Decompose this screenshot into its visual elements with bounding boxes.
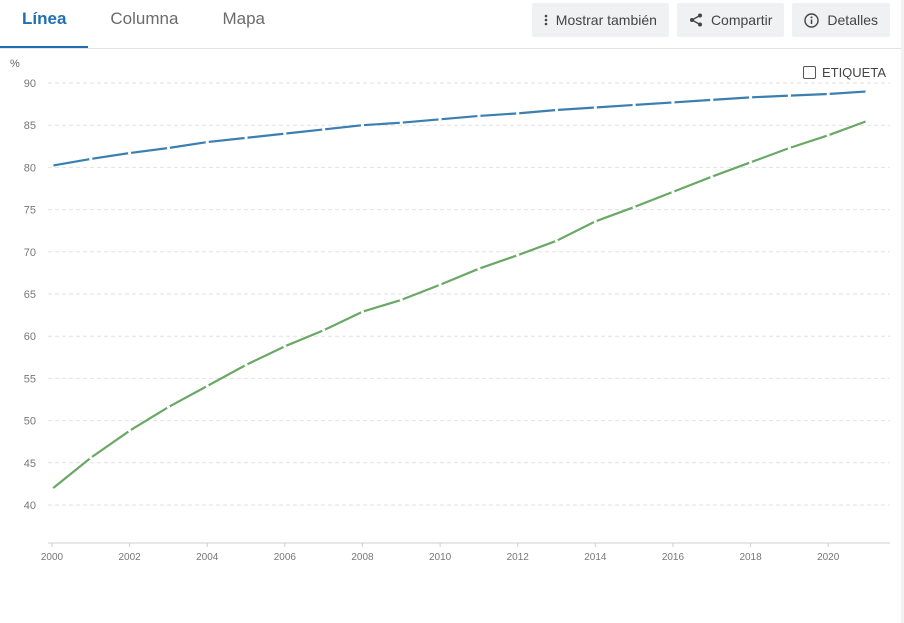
data-point xyxy=(593,219,597,224)
data-point xyxy=(322,127,326,132)
y-tick-label: 65 xyxy=(24,289,36,301)
data-point xyxy=(710,175,714,179)
data-point xyxy=(787,94,791,98)
share-label: Compartir xyxy=(710,12,773,28)
y-axis-unit-label: % xyxy=(10,58,20,70)
vertical-dots-icon xyxy=(544,14,548,26)
data-point xyxy=(166,146,171,150)
tab-map[interactable]: Mapa xyxy=(222,9,265,28)
data-point xyxy=(322,328,326,332)
data-point xyxy=(593,105,597,110)
data-point xyxy=(438,117,442,121)
chart-type-tabs: Línea Columna Mapa xyxy=(0,0,287,48)
y-tick-label: 50 xyxy=(24,416,36,428)
tabs-divider xyxy=(0,48,904,49)
x-tick-label: 2016 xyxy=(662,552,685,563)
x-tick-label: 2020 xyxy=(817,552,840,563)
toolbar: Mostrar también Compartir Detalles xyxy=(531,3,890,37)
data-point xyxy=(516,253,520,257)
y-tick-label: 90 xyxy=(24,78,36,90)
page-scrollbar[interactable] xyxy=(901,0,904,623)
data-point xyxy=(205,140,209,144)
label-toggle[interactable]: ETIQUETA xyxy=(802,65,886,80)
y-tick-label: 85 xyxy=(24,120,36,132)
y-tick-label: 45 xyxy=(24,458,36,470)
details-button[interactable]: Detalles xyxy=(792,3,890,37)
data-point xyxy=(787,146,791,150)
data-point xyxy=(438,283,442,287)
show-also-label: Mostrar también xyxy=(555,12,657,28)
data-point xyxy=(516,111,520,115)
info-icon xyxy=(804,12,820,28)
details-label: Detalles xyxy=(827,12,878,28)
data-point xyxy=(632,103,636,107)
data-point xyxy=(748,95,753,99)
data-point xyxy=(166,405,171,409)
series-line-2 xyxy=(51,119,868,490)
data-point xyxy=(50,487,54,491)
data-point xyxy=(283,132,287,136)
share-button[interactable]: Compartir xyxy=(676,3,785,37)
data-point xyxy=(710,98,714,102)
y-tick-label: 70 xyxy=(24,247,36,259)
show-also-button[interactable]: Mostrar también xyxy=(531,3,669,37)
share-icon xyxy=(689,13,703,27)
x-tick-label: 2004 xyxy=(196,552,219,563)
y-tick-label: 75 xyxy=(24,205,36,217)
data-point xyxy=(128,429,132,433)
y-tick-label: 40 xyxy=(24,500,36,512)
label-checkbox[interactable] xyxy=(802,66,816,79)
data-point xyxy=(865,89,869,94)
data-point xyxy=(477,267,481,271)
data-point xyxy=(554,239,559,243)
y-tick-label: 60 xyxy=(24,331,36,343)
x-tick-label: 2002 xyxy=(118,552,141,563)
data-point xyxy=(50,164,54,168)
series-line-1 xyxy=(51,90,868,167)
label-toggle-text: ETIQUETA xyxy=(821,65,886,80)
data-point xyxy=(89,157,93,161)
tab-column[interactable]: Columna xyxy=(110,9,179,28)
data-point xyxy=(477,114,481,118)
y-tick-label: 55 xyxy=(24,373,36,385)
data-point xyxy=(89,456,93,460)
data-point xyxy=(244,363,248,367)
data-point xyxy=(865,119,869,123)
data-point xyxy=(128,151,132,155)
x-tick-label: 2018 xyxy=(739,552,762,563)
x-tick-label: 2012 xyxy=(507,552,530,563)
data-point xyxy=(671,190,675,194)
data-point xyxy=(360,123,365,127)
line-chart: 40 45 50 55 60 65 70 75 80 85 90 2000 2002 2004 2006 20… xyxy=(24,78,890,563)
y-tick-label: 80 xyxy=(24,162,36,174)
data-point xyxy=(632,205,636,209)
x-tick-label: 2014 xyxy=(584,552,607,563)
tab-line[interactable]: Línea xyxy=(0,0,89,48)
data-point xyxy=(244,136,248,140)
data-point xyxy=(671,100,675,105)
data-point xyxy=(360,310,365,314)
x-tick-label: 2006 xyxy=(274,552,297,563)
data-point xyxy=(826,133,830,137)
data-point xyxy=(205,384,209,388)
x-tick-label: 2008 xyxy=(351,552,374,563)
data-point xyxy=(826,92,830,96)
data-point xyxy=(399,298,403,302)
data-point xyxy=(748,160,753,164)
data-point xyxy=(399,121,403,125)
data-point xyxy=(283,344,287,348)
x-tick-label: 2000 xyxy=(41,552,64,563)
x-tick-label: 2010 xyxy=(429,552,452,563)
data-point xyxy=(554,108,559,112)
